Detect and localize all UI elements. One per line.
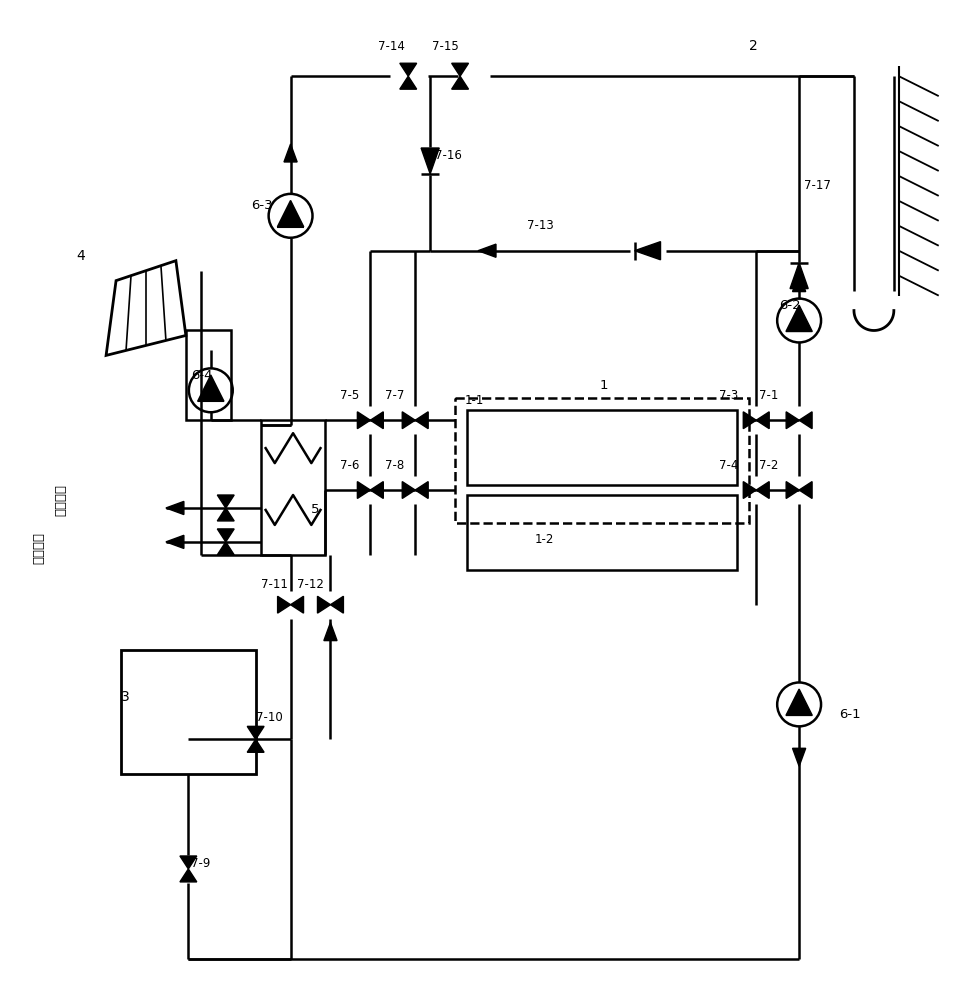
Polygon shape — [330, 596, 343, 613]
Polygon shape — [786, 305, 812, 331]
Polygon shape — [799, 482, 812, 498]
Text: 7-2: 7-2 — [760, 459, 778, 472]
Polygon shape — [358, 412, 370, 429]
Text: 1-2: 1-2 — [535, 533, 555, 546]
Text: 7-12: 7-12 — [297, 578, 323, 591]
Polygon shape — [786, 689, 812, 715]
Text: 7-5: 7-5 — [340, 389, 360, 402]
Polygon shape — [247, 739, 264, 752]
Bar — [261, 420, 325, 555]
Polygon shape — [247, 726, 264, 739]
Text: 1-1: 1-1 — [466, 394, 484, 407]
Text: 7-4: 7-4 — [719, 459, 739, 472]
Polygon shape — [166, 535, 184, 548]
Polygon shape — [793, 274, 806, 292]
Polygon shape — [478, 244, 496, 257]
Polygon shape — [743, 482, 757, 498]
Polygon shape — [416, 412, 428, 429]
Text: 2: 2 — [750, 39, 758, 53]
Polygon shape — [318, 596, 330, 613]
Text: 7-8: 7-8 — [385, 459, 405, 472]
Text: 7-9: 7-9 — [191, 857, 211, 870]
Text: 6-1: 6-1 — [839, 708, 860, 721]
Polygon shape — [218, 542, 234, 555]
Polygon shape — [370, 482, 383, 498]
Polygon shape — [400, 63, 416, 76]
Text: 7-14: 7-14 — [378, 40, 405, 53]
Text: 6-2: 6-2 — [779, 299, 801, 312]
Polygon shape — [290, 596, 304, 613]
Bar — [455, 398, 750, 523]
Polygon shape — [218, 529, 234, 542]
Text: 7-6: 7-6 — [340, 459, 360, 472]
Polygon shape — [218, 508, 234, 521]
Text: 5: 5 — [311, 503, 319, 516]
Text: 7-11: 7-11 — [261, 578, 287, 591]
Polygon shape — [218, 495, 234, 508]
Polygon shape — [277, 200, 304, 227]
Text: 3: 3 — [122, 690, 129, 704]
Polygon shape — [180, 856, 197, 869]
Polygon shape — [757, 412, 769, 429]
Text: 7-16: 7-16 — [435, 149, 462, 162]
Polygon shape — [370, 412, 383, 429]
Text: 7-3: 7-3 — [719, 389, 739, 402]
Polygon shape — [635, 242, 661, 260]
Polygon shape — [416, 482, 428, 498]
Polygon shape — [323, 623, 337, 641]
Polygon shape — [743, 412, 757, 429]
Bar — [467, 410, 737, 485]
Polygon shape — [786, 412, 799, 429]
Polygon shape — [452, 63, 468, 76]
Text: 7-15: 7-15 — [432, 40, 459, 53]
Bar — [467, 495, 737, 570]
Polygon shape — [790, 263, 808, 289]
Polygon shape — [402, 412, 416, 429]
Polygon shape — [166, 501, 184, 515]
Text: 7-10: 7-10 — [256, 711, 282, 724]
Text: 7-17: 7-17 — [805, 179, 831, 192]
Text: 来自来水: 来自来水 — [55, 484, 68, 516]
Polygon shape — [180, 869, 197, 882]
Polygon shape — [421, 148, 439, 174]
Polygon shape — [198, 375, 224, 401]
Text: 7-7: 7-7 — [385, 389, 405, 402]
Bar — [122, 650, 256, 774]
Polygon shape — [277, 596, 290, 613]
Text: 7-13: 7-13 — [527, 219, 554, 232]
Polygon shape — [786, 482, 799, 498]
Polygon shape — [452, 76, 468, 89]
Text: 4: 4 — [76, 249, 85, 263]
Polygon shape — [402, 482, 416, 498]
Polygon shape — [358, 482, 370, 498]
Polygon shape — [757, 482, 769, 498]
Text: 1: 1 — [600, 379, 609, 392]
Text: 6-4: 6-4 — [191, 369, 213, 382]
Polygon shape — [799, 412, 812, 429]
Text: 6-3: 6-3 — [251, 199, 272, 212]
Polygon shape — [793, 748, 806, 766]
Text: 7-1: 7-1 — [760, 389, 778, 402]
Text: 热水供应: 热水供应 — [32, 532, 46, 564]
Polygon shape — [284, 144, 297, 162]
Polygon shape — [400, 76, 416, 89]
